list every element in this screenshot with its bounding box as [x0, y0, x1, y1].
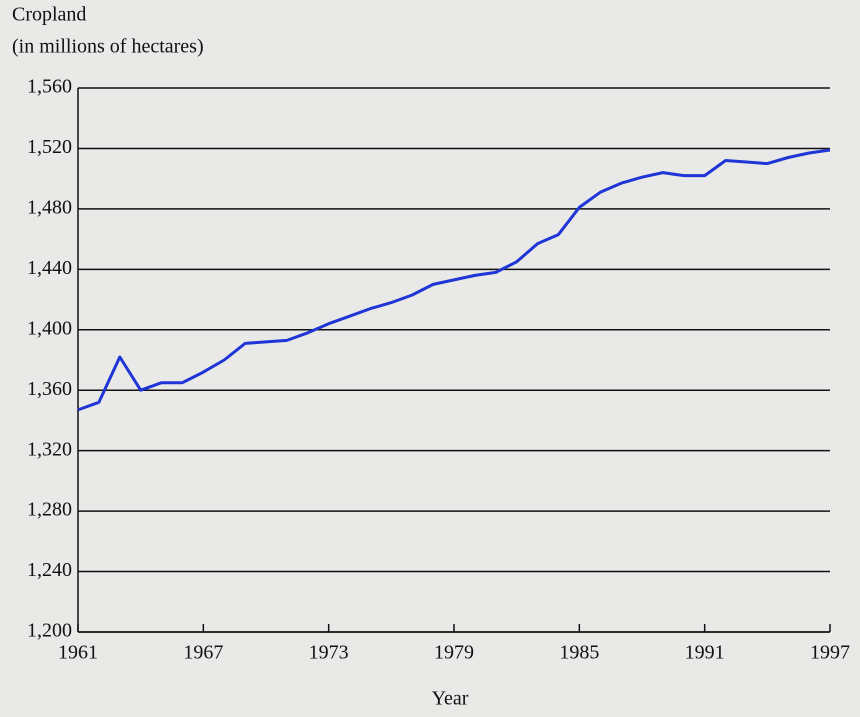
- y-axis-label: (in millions of hectares): [12, 36, 204, 58]
- y-tick-label: 1,440: [27, 257, 72, 279]
- x-tick-label: 1967: [183, 642, 223, 664]
- y-tick-label: 1,320: [27, 438, 72, 460]
- x-tick-label: 1985: [559, 642, 599, 664]
- y-tick-label: 1,480: [27, 196, 72, 218]
- x-tick-label: 1997: [810, 642, 850, 664]
- y-tick-label: 1,240: [27, 559, 72, 581]
- y-tick-label: 1,280: [27, 499, 72, 521]
- y-tick-label: 1,360: [27, 378, 72, 400]
- y-tick-label: 1,520: [27, 136, 72, 158]
- y-tick-label: 1,560: [27, 76, 72, 98]
- x-axis-label: Year: [432, 688, 469, 710]
- y-tick-label: 1,400: [27, 317, 72, 339]
- data-line: [77, 148, 831, 412]
- x-tick-label: 1961: [58, 642, 98, 664]
- y-axis-label: Cropland: [12, 4, 86, 26]
- x-tick-label: 1979: [434, 642, 474, 664]
- x-tick-label: 1991: [685, 642, 725, 664]
- y-tick-label: 1,200: [27, 620, 72, 642]
- x-tick-label: 1973: [309, 642, 349, 664]
